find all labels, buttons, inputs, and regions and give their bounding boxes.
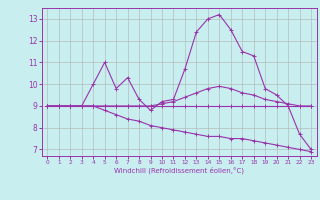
X-axis label: Windchill (Refroidissement éolien,°C): Windchill (Refroidissement éolien,°C) bbox=[114, 167, 244, 174]
